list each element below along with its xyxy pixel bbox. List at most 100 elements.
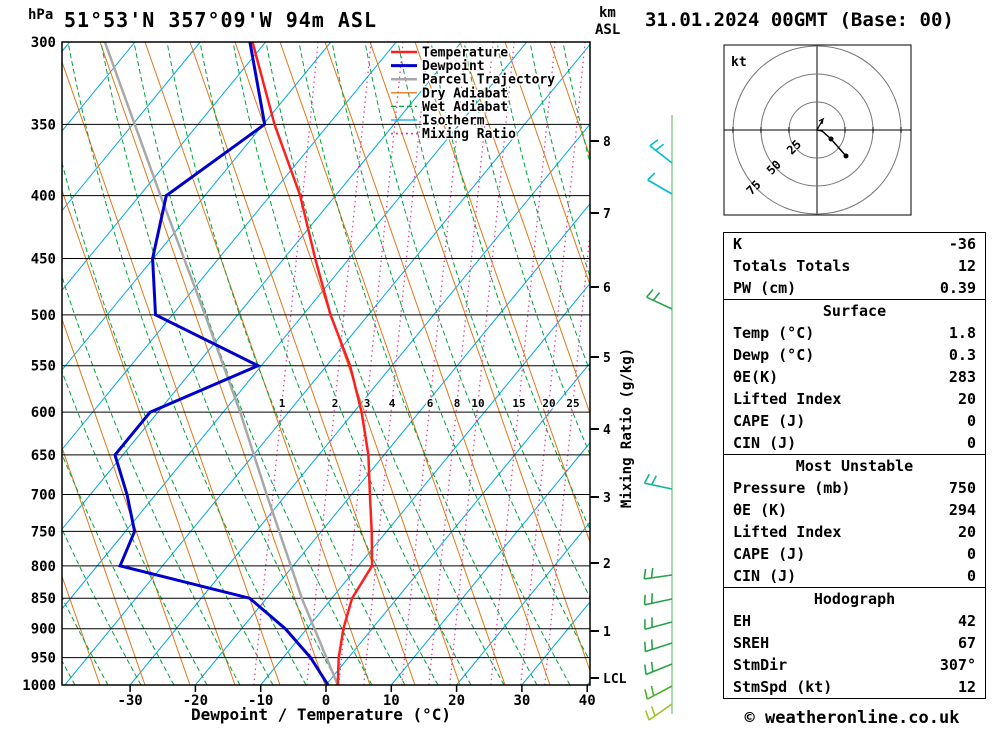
table-row-label: CIN (J) <box>733 434 797 452</box>
pressure-label: 800 <box>31 559 56 575</box>
isotherm-line <box>62 42 201 212</box>
table-row-label: Lifted Index <box>733 523 842 541</box>
temp-tick-label: 40 <box>579 693 596 709</box>
km-tick-label: LCL <box>603 672 627 687</box>
dry-adiabat-line <box>62 317 191 685</box>
table-row-value: 750 <box>948 479 976 497</box>
temp-tick-label: 30 <box>513 693 530 709</box>
hodograph-trace-dot <box>843 153 849 159</box>
dewpoint-curve <box>113 42 330 685</box>
wind-barb <box>649 139 673 164</box>
isotherm-line <box>129 123 590 685</box>
legend-label: Dry Adiabat <box>422 86 508 101</box>
dry-adiabat-line <box>99 42 326 685</box>
table-section: Hodograph EH 42 SREH 67 StmDir 307° StmSpd (kt)… <box>723 587 986 699</box>
temp-tick-label: 20 <box>448 693 465 709</box>
mixing-ratio-label: 2 <box>332 397 339 410</box>
isotherm-line <box>456 521 590 685</box>
table-row-label: K <box>733 235 743 253</box>
pressure-label: 300 <box>31 35 56 51</box>
table-row: Temp (°C) 1.8 <box>724 322 985 344</box>
table-row: K -36 <box>724 233 985 255</box>
table-row-label: StmDir <box>733 656 788 674</box>
wet-adiabat-line <box>62 527 142 685</box>
wind-barb <box>643 567 673 580</box>
pressure-label: 900 <box>31 622 56 638</box>
station-title: 51°53'N 357°09'W 94m ASL <box>64 8 377 32</box>
stats-table: K -36 Totals Totals 12 PW (cm) 0.39 Surface Tem… <box>723 232 986 699</box>
wet-adiabat-line <box>397 42 590 599</box>
wet-adiabat-line <box>364 42 590 663</box>
mixing-ratio-label: 4 <box>389 397 396 410</box>
isotherm-line <box>390 441 590 685</box>
hodograph-ring-label: 75 <box>744 178 764 198</box>
wind-barb <box>646 288 673 310</box>
pressure-label: 350 <box>31 117 56 133</box>
table-row-label: StmSpd (kt) <box>733 678 833 696</box>
legend-label: Dewpoint <box>422 59 485 74</box>
plot-frame-group <box>61 41 591 686</box>
legend-label: Temperature <box>422 46 508 61</box>
temp-tick-label: -30 <box>117 693 142 709</box>
table-row-value: 294 <box>948 501 976 519</box>
dry-adiabat-line <box>504 42 590 287</box>
table-row-label: Totals Totals <box>733 257 851 275</box>
mixing-ratio-axis-title: Mixing Ratio (g/kg) <box>619 348 635 508</box>
mixing-ratio-label: 3 <box>364 397 371 410</box>
legend-label: Wet Adiabat <box>422 100 508 115</box>
wet-adiabat-line <box>562 42 590 165</box>
table-row: PW (cm) 0.39 <box>724 277 985 299</box>
table-row-label: EH <box>733 612 752 630</box>
dry-adiabat-line <box>62 189 236 685</box>
isotherm-line <box>62 42 266 292</box>
table-row: Dewp (°C) 0.3 <box>724 344 985 366</box>
table-section-title: Surface <box>822 302 887 320</box>
table-section-title: Most Unstable <box>795 457 914 475</box>
wind-barb <box>644 617 673 631</box>
wet-adiabat-line <box>430 42 590 531</box>
dry-adiabat-line <box>62 60 281 685</box>
wet-adiabat-line <box>62 275 241 685</box>
table-row: CAPE (J) 0 <box>724 543 985 565</box>
table-row-value: 283 <box>948 368 976 386</box>
km-tick-label: 5 <box>603 351 611 366</box>
table-row-value: 0 <box>966 434 976 452</box>
table-row-value: 12 <box>957 257 976 275</box>
pressure-label: 950 <box>31 651 56 667</box>
datetime-title: 31.01.2024 00GMT (Base: 00) <box>645 9 954 31</box>
wet-adiabat-line <box>67 42 307 685</box>
pressure-label: 400 <box>31 189 56 205</box>
table-section: Most Unstable Pressure (mb) 750 θE (K) 294 Li… <box>723 454 986 588</box>
mixing-ratio-label: 10 <box>471 397 484 410</box>
pressure-label: 1000 <box>22 678 56 694</box>
table-row: SREH 67 <box>724 632 985 654</box>
dry-adiabat-line <box>549 42 590 158</box>
hodograph-unit-label: kt <box>731 55 747 70</box>
mixing-ratio-label: 25 <box>566 397 579 410</box>
wind-barb <box>647 172 673 195</box>
wet-adiabat-line <box>265 42 505 685</box>
table-row-value: 0.3 <box>948 346 976 364</box>
mixing-ratio-label: 6 <box>427 397 434 410</box>
table-row-value: 0 <box>966 567 976 585</box>
pressure-label: 650 <box>31 448 56 464</box>
table-row: CIN (J) 0 <box>724 432 985 454</box>
temp-tick-label: -10 <box>248 693 273 709</box>
hodograph-trace-dot <box>828 136 834 142</box>
dry-adiabat-line <box>369 42 590 673</box>
isotherm-line <box>62 42 528 610</box>
wet-adiabat-line <box>62 160 274 685</box>
table-row: CAPE (J) 0 <box>724 410 985 432</box>
wind-barb <box>644 685 673 700</box>
profile-curves <box>103 42 374 685</box>
altitude-unit-km-label: km <box>599 5 616 21</box>
hodograph-ring-label: 25 <box>784 137 804 157</box>
pressure-label: 750 <box>31 524 56 540</box>
table-row-label: CAPE (J) <box>733 412 806 430</box>
table-row-value: -36 <box>948 235 976 253</box>
table-row-value: 1.8 <box>948 324 976 342</box>
wet-adiabat-line <box>496 42 590 373</box>
